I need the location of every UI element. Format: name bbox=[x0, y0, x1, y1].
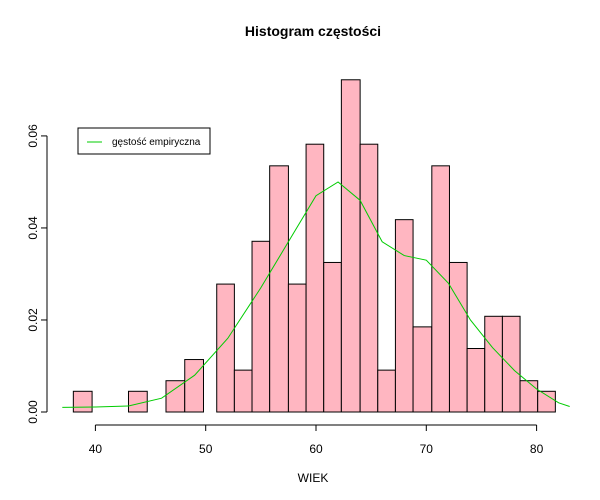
histogram-bar bbox=[72, 390, 93, 413]
histogram-bar bbox=[287, 283, 307, 413]
histogram-bar bbox=[323, 261, 342, 413]
legend: gęstość empiryczna bbox=[77, 127, 211, 155]
histogram-bar bbox=[501, 315, 521, 413]
histogram-bar bbox=[184, 359, 204, 413]
histogram-bar bbox=[466, 348, 486, 413]
histogram-bar bbox=[340, 79, 361, 413]
y-tick-label: 0.04 bbox=[26, 216, 40, 240]
histogram-bar bbox=[216, 283, 235, 413]
histogram-bar bbox=[233, 369, 253, 413]
histogram-bar bbox=[251, 240, 271, 413]
x-axis: 40 50 60 70 80 bbox=[89, 424, 544, 456]
histogram-bar bbox=[484, 315, 503, 413]
histogram-bar bbox=[519, 380, 539, 413]
histogram-bar bbox=[269, 165, 289, 413]
density-curve bbox=[62, 181, 570, 408]
y-axis: 0.00 0.02 0.04 0.06 bbox=[26, 124, 48, 424]
histogram-bar bbox=[165, 380, 186, 413]
legend-box bbox=[77, 127, 211, 155]
histogram-bar bbox=[305, 143, 325, 413]
histogram-bar bbox=[537, 390, 556, 413]
y-tick-label: 0.00 bbox=[26, 400, 40, 424]
histogram-bar bbox=[431, 165, 450, 413]
y-tick-label: 0.02 bbox=[26, 308, 40, 332]
histogram-bar bbox=[394, 219, 414, 413]
x-tick-label: 60 bbox=[309, 442, 323, 456]
x-tick-label: 50 bbox=[199, 442, 213, 456]
x-tick-label: 80 bbox=[530, 442, 544, 456]
y-tick-label: 0.06 bbox=[26, 124, 40, 148]
histogram-bar bbox=[127, 390, 148, 413]
histogram-bar bbox=[412, 326, 433, 413]
x-tick-label: 70 bbox=[420, 442, 434, 456]
chart-title: Histogram częstości bbox=[245, 23, 381, 39]
histogram-bar bbox=[359, 143, 379, 413]
histogram-bars bbox=[72, 79, 556, 413]
x-tick-label: 40 bbox=[89, 442, 103, 456]
histogram-bar bbox=[377, 369, 396, 413]
x-axis-label: WIEK bbox=[298, 471, 329, 485]
histogram-bar bbox=[448, 261, 468, 413]
legend-label: gęstość empiryczna bbox=[112, 137, 201, 148]
